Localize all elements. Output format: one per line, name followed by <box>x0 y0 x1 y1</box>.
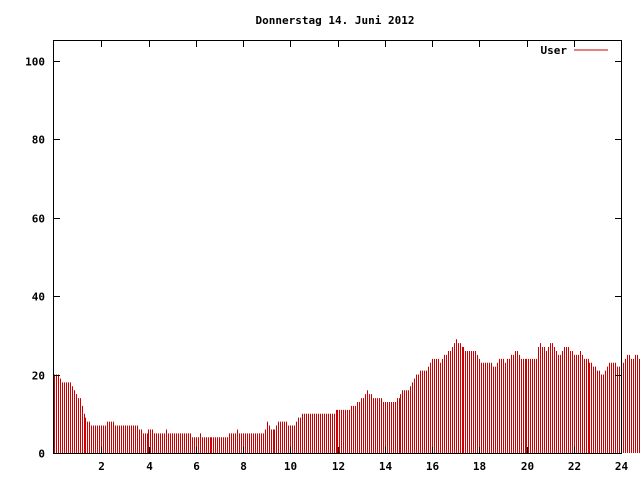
legend-label: User <box>541 44 568 57</box>
y-tick-label: 0 <box>38 448 45 461</box>
x-tick-label: 8 <box>240 460 247 473</box>
x-tick-label: 6 <box>193 460 200 473</box>
x-tick-label: 20 <box>521 460 534 473</box>
x-tick-label: 10 <box>284 460 297 473</box>
bars-group <box>54 339 640 453</box>
x-tick-label: 14 <box>379 460 393 473</box>
y-tick-label: 60 <box>32 213 45 226</box>
x-tick-label: 22 <box>568 460 581 473</box>
x-tick-label: 12 <box>332 460 345 473</box>
y-tick-label: 20 <box>32 370 45 383</box>
x-tick-label: 4 <box>146 460 153 473</box>
y-tick-label: 100 <box>25 56 45 69</box>
x-tick-label: 2 <box>98 460 105 473</box>
plot-frame <box>53 40 622 454</box>
x-tick-label: 16 <box>426 460 440 473</box>
x-tick-label: 24 <box>615 460 629 473</box>
x-tick-label: 18 <box>473 460 486 473</box>
y-tick-label: 40 <box>32 291 45 304</box>
chart-title: Donnerstag 14. Juni 2012 <box>256 14 415 27</box>
y-tick-label: 80 <box>32 134 45 147</box>
